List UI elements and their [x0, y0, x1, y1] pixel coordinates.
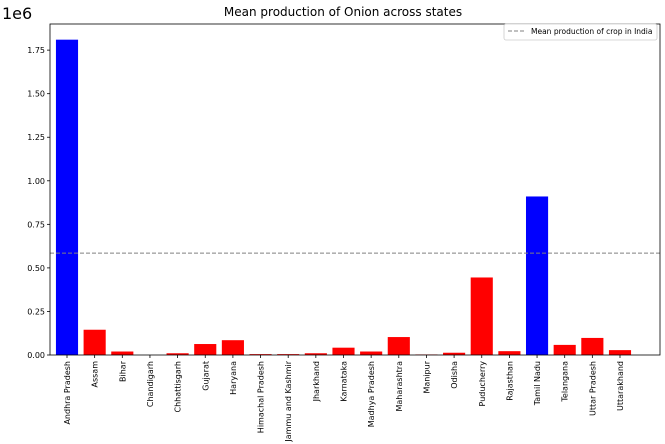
- y-tick-label: 0.25: [27, 307, 45, 316]
- x-tick-label: Madhya Pradesh: [367, 361, 376, 427]
- x-tick-label: Chhattisgarh: [174, 361, 183, 413]
- x-tick-label: Assam: [91, 361, 100, 388]
- x-axis: Andhra Pradesh Assam Bihar Chandigarh Chhatt…: [63, 355, 625, 443]
- bar-madhya-pradesh: [360, 351, 383, 355]
- y-tick-label: 1.75: [27, 46, 45, 55]
- bar-jharkhand: [304, 353, 327, 355]
- y-axis-offset-label: 1e6: [2, 4, 32, 23]
- y-tick-label: 0.50: [27, 264, 45, 273]
- chart-title: Mean production of Onion across states: [224, 5, 462, 19]
- x-tick-label: Himachal Pradesh: [257, 361, 266, 433]
- plot-frame: [49, 23, 661, 356]
- bar-haryana: [221, 340, 244, 355]
- bar-puducherry: [470, 277, 493, 355]
- y-tick-label: 1.25: [27, 133, 45, 142]
- x-tick-label: Odisha: [450, 361, 459, 389]
- bar-himachal-pradesh: [249, 354, 272, 355]
- bar-uttar-pradesh: [581, 337, 604, 355]
- bar-telangana: [553, 344, 576, 355]
- x-tick-label: Jharkhand: [312, 361, 321, 402]
- x-tick-label: Gujarat: [201, 361, 210, 391]
- x-tick-label: Jammu and Kashmir: [284, 360, 293, 442]
- bar-karnataka: [332, 347, 355, 355]
- x-tick-label: Uttar Pradesh: [588, 361, 597, 416]
- bar-assam: [83, 329, 106, 355]
- bar-gujarat: [194, 344, 217, 355]
- x-tick-label: Andhra Pradesh: [63, 361, 72, 425]
- y-tick-label: 0.00: [27, 351, 45, 360]
- x-tick-label: Bihar: [118, 360, 127, 382]
- bar-uttarakhand: [608, 350, 632, 355]
- x-tick-label: Tamil Nadu: [533, 361, 542, 406]
- legend-label: Mean production of crop in India: [531, 27, 653, 36]
- bar-tamil-nadu: [525, 196, 549, 355]
- x-tick-label: Maharashtra: [395, 361, 404, 412]
- x-tick-label: Karnataka: [340, 361, 349, 402]
- bars-group: [55, 39, 632, 355]
- bar-bihar: [111, 351, 134, 355]
- x-tick-label: Puducherry: [478, 361, 487, 407]
- bar-odisha: [443, 352, 466, 355]
- y-axis: 0.00 0.25 0.50 0.75 1.00 1.25 1.50 1.75: [27, 46, 50, 360]
- y-tick-label: 1.50: [27, 90, 45, 99]
- x-tick-label: Chandigarh: [146, 361, 155, 407]
- bar-rajasthan: [498, 351, 521, 355]
- legend: Mean production of crop in India: [503, 23, 658, 41]
- legend-box: [503, 23, 658, 41]
- x-tick-label: Rajasthan: [505, 361, 514, 401]
- bar-chhattisgarh: [166, 353, 189, 355]
- bar-andhra-pradesh: [55, 39, 79, 355]
- x-tick-label: Haryana: [229, 361, 238, 395]
- x-tick-label: Uttarakhand: [616, 361, 625, 411]
- bar-maharashtra: [387, 337, 410, 355]
- x-tick-label: Manipur: [422, 360, 431, 393]
- x-tick-label: Telangana: [561, 361, 570, 403]
- bar-jammu-and-kashmir: [277, 354, 300, 355]
- y-tick-label: 0.75: [27, 220, 45, 229]
- y-tick-label: 1.00: [27, 177, 45, 186]
